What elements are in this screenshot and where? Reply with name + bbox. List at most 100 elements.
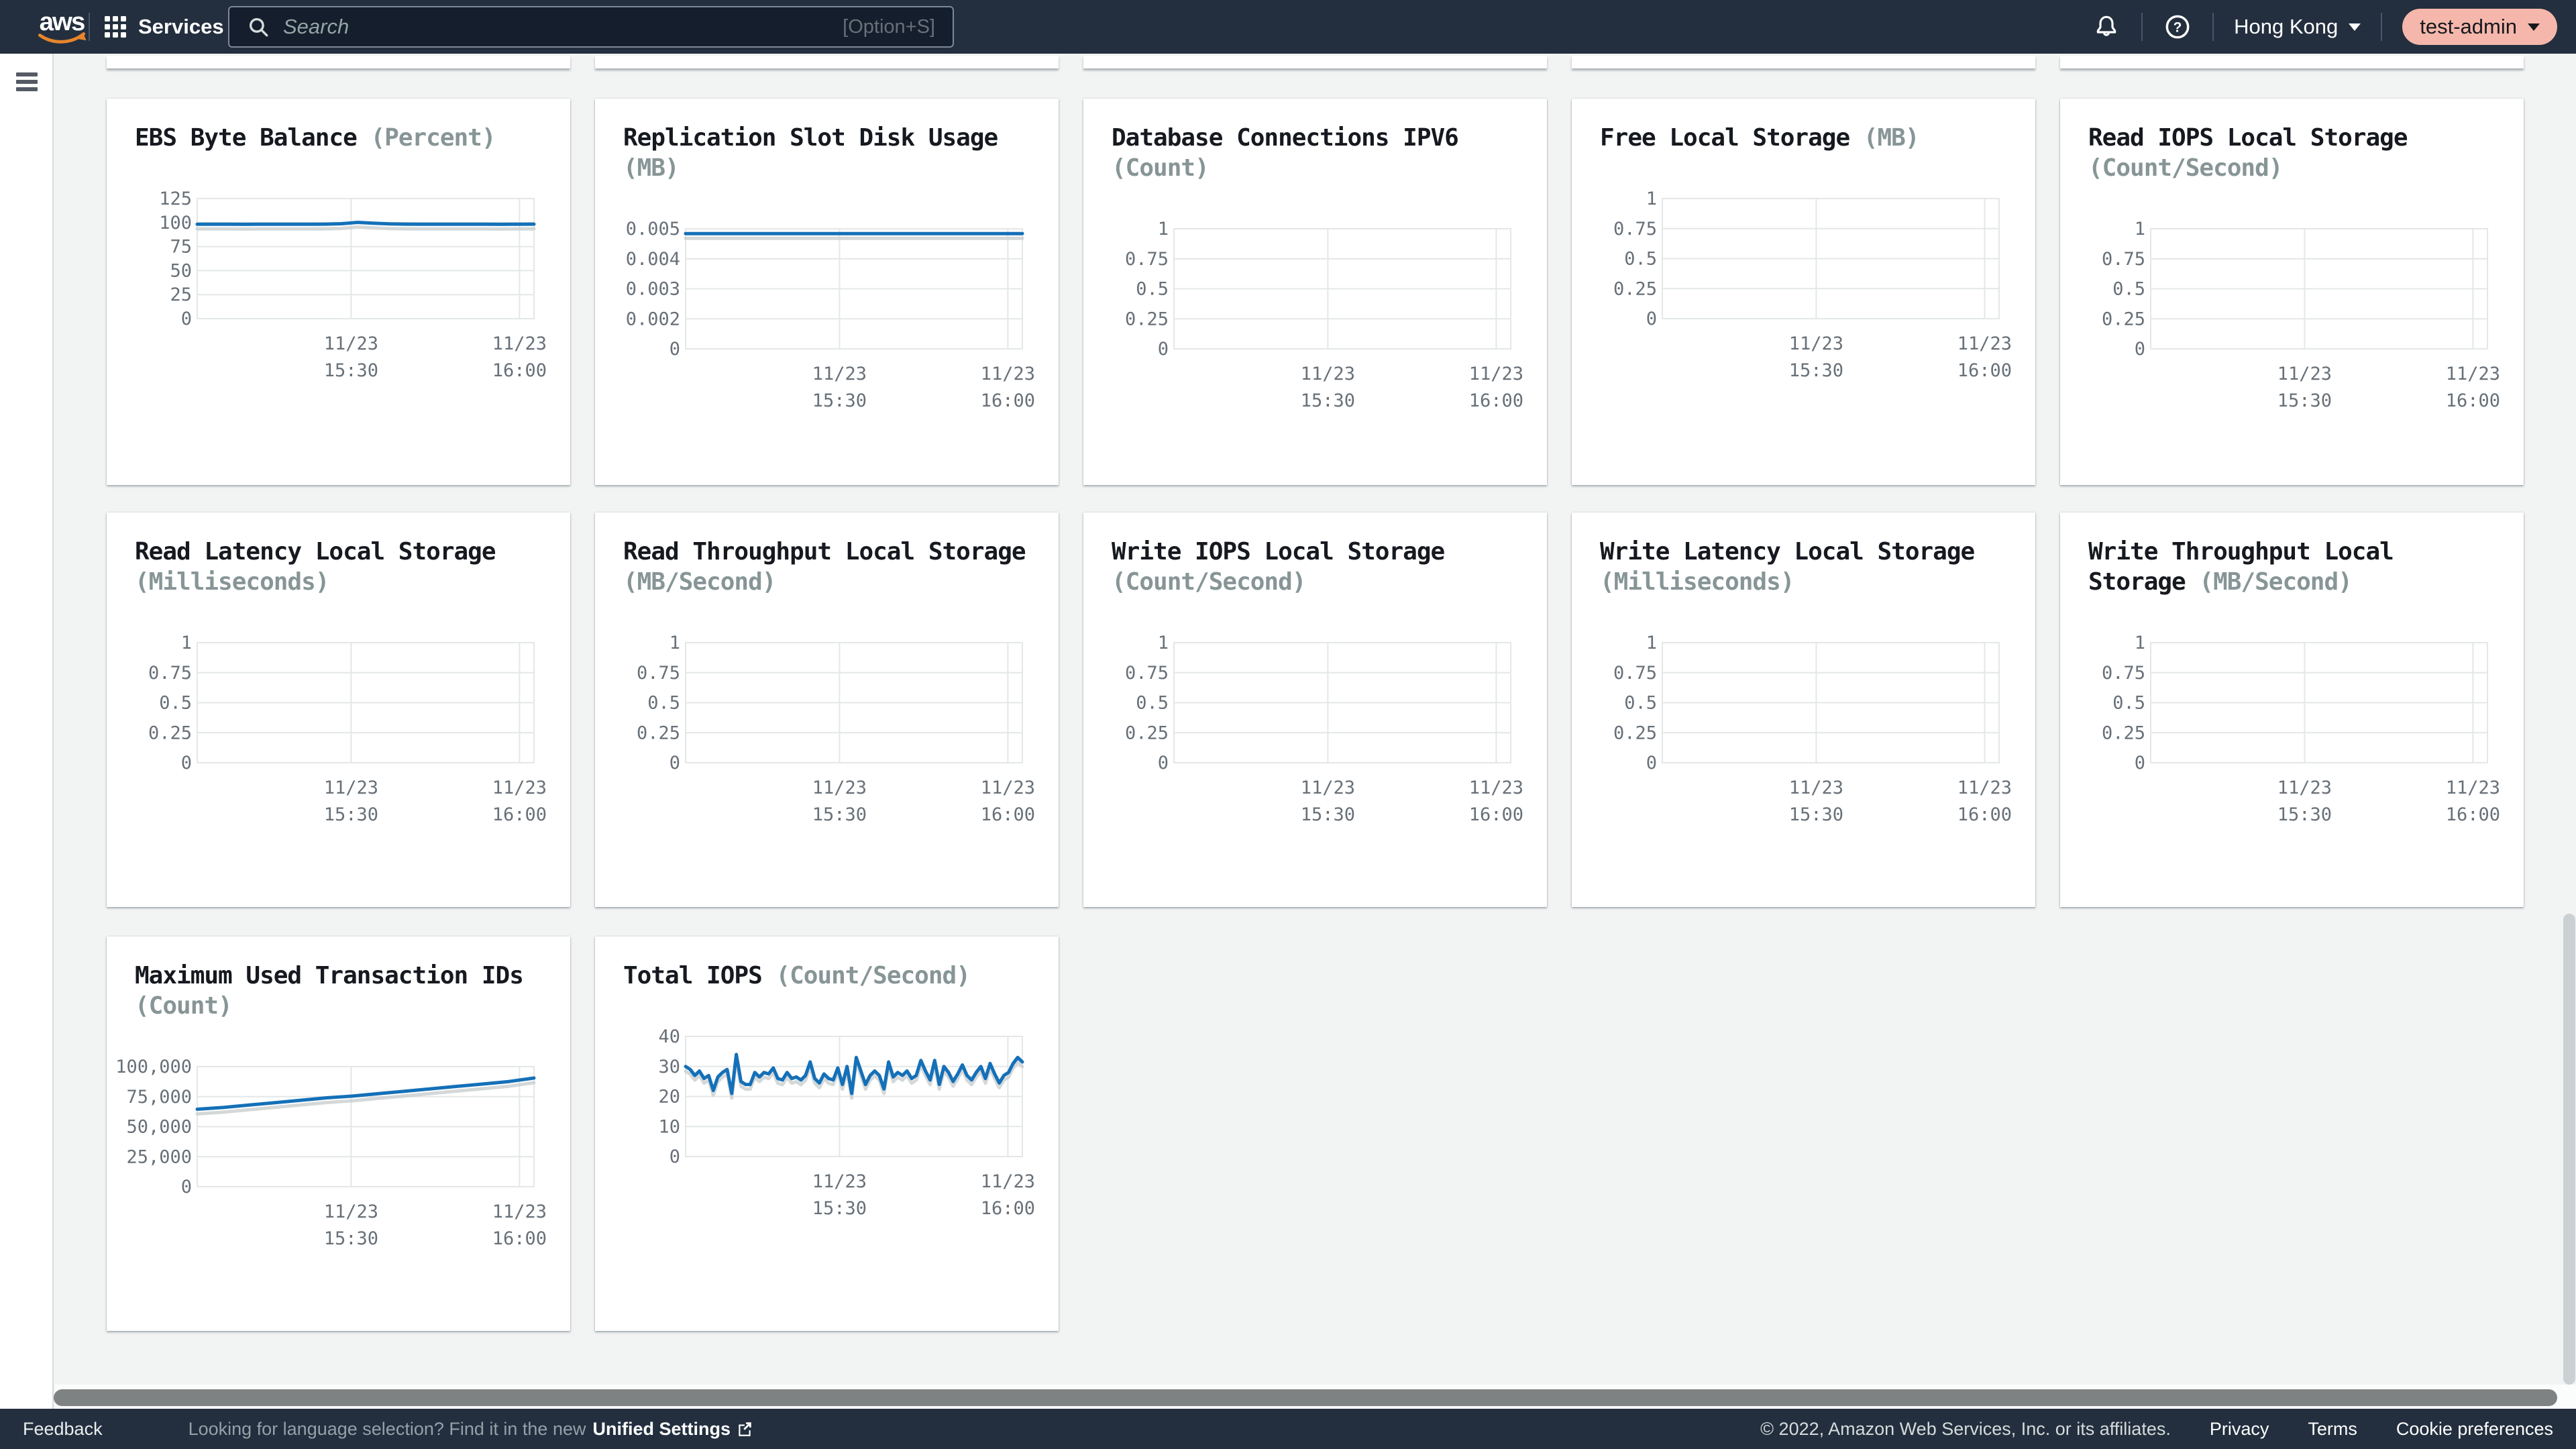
y-axis-tick: 75 <box>170 237 192 258</box>
y-axis-tick: 0.5 <box>2112 279 2145 300</box>
metric-card: EBS Byte Balance (Percent) 125 100 75 50 25 0 1… <box>107 99 570 485</box>
y-axis-tick: 0.002 <box>626 309 680 329</box>
chevron-down-icon <box>2528 23 2540 31</box>
x-axis-tick: 16:00 <box>492 804 547 825</box>
metric-title: Write Latency Local Storage (Millisecond… <box>1600 538 1975 596</box>
x-axis-tick: 16:00 <box>2446 390 2500 411</box>
copyright-text: © 2022, Amazon Web Services, Inc. or its… <box>1760 1418 2171 1439</box>
metric-chart[interactable]: 1 0.75 0.5 0.25 0 11/23 15:30 11/23 16:00 <box>623 633 1035 835</box>
chart-row: EBS Byte Balance (Percent) 125 100 75 50 25 0 1… <box>107 99 2524 485</box>
region-label: Hong Kong <box>2234 15 2339 38</box>
feedback-link[interactable]: Feedback <box>23 1418 103 1439</box>
y-axis-tick: 0.003 <box>626 279 680 300</box>
console-footer: Feedback Looking for language selection?… <box>0 1409 2576 1449</box>
x-axis-tick: 11/23 <box>492 1201 547 1222</box>
metric-chart[interactable]: 1 0.75 0.5 0.25 0 11/23 15:30 11/23 16:00 <box>2088 219 2500 421</box>
y-axis-tick: 0.25 <box>1613 722 1657 743</box>
x-axis-tick: 11/23 <box>1301 777 1355 798</box>
partial-cards-row <box>107 56 2524 68</box>
x-axis-tick: 11/23 <box>981 1171 1035 1192</box>
x-axis-tick: 16:00 <box>981 804 1035 825</box>
metric-title: Database Connections IPV6 (Count) <box>1112 124 1459 182</box>
x-axis-tick: 16:00 <box>1469 390 1523 411</box>
global-search-box[interactable]: [Option+S] <box>228 6 954 48</box>
metric-chart[interactable]: 1 0.75 0.5 0.25 0 11/23 15:30 11/23 16:00 <box>135 633 547 835</box>
metric-card: Read Latency Local Storage (Milliseconds… <box>107 513 570 907</box>
metric-title: Read Throughput Local Storage (MB/Second… <box>623 538 1026 596</box>
metric-card: Maximum Used Transaction IDs (Count) 100,… <box>107 936 570 1331</box>
y-axis-tick: 0 <box>669 339 680 360</box>
series-line <box>195 221 536 226</box>
privacy-link[interactable]: Privacy <box>2209 1418 2269 1439</box>
y-axis-tick: 0.5 <box>159 693 192 714</box>
metric-card: Read Throughput Local Storage (MB/Second… <box>595 513 1059 907</box>
metric-chart[interactable]: 100,000 75,000 50,000 25,000 0 11/23 15:30 11/2… <box>115 1057 547 1258</box>
y-axis-tick: 0 <box>2135 753 2145 773</box>
x-axis-tick: 11/23 <box>812 1171 867 1192</box>
y-axis-tick: 10 <box>658 1116 680 1137</box>
region-selector[interactable]: Hong Kong <box>2234 15 2361 39</box>
metric-chart[interactable]: 0.005 0.004 0.003 0.002 0 11/23 15:30 11/23 16:0… <box>623 219 1035 421</box>
y-axis-tick: 125 <box>159 189 192 209</box>
metric-chart[interactable]: 1 0.75 0.5 0.25 0 11/23 15:30 11/23 16:00 <box>2088 633 2500 835</box>
metric-title: Write IOPS Local Storage (Count/Second) <box>1112 538 1445 596</box>
y-axis-tick: 0 <box>1646 753 1657 773</box>
metric-chart[interactable]: 40 30 20 10 0 11/23 15:30 11/23 16:00 <box>623 1026 1035 1228</box>
x-axis-tick: 11/23 <box>2446 364 2500 384</box>
notifications-bell-button[interactable] <box>2092 12 2121 42</box>
y-axis-tick: 0.25 <box>1125 309 1169 329</box>
y-axis-tick: 0.75 <box>1613 219 1657 239</box>
metric-card: Write Latency Local Storage (Millisecond… <box>1572 513 2035 907</box>
chevron-down-icon <box>2349 23 2361 31</box>
series-line-shadow <box>195 1081 536 1116</box>
aws-logo[interactable]: aws <box>30 7 94 47</box>
metric-title: Read IOPS Local Storage (Count/Second) <box>2088 124 2408 182</box>
series-line <box>195 1076 536 1111</box>
services-grid-icon <box>105 16 126 38</box>
metric-chart[interactable]: 1 0.75 0.5 0.25 0 11/23 15:30 11/23 16:00 <box>1112 633 1523 835</box>
metric-chart[interactable]: 1 0.75 0.5 0.25 0 11/23 15:30 11/23 16:00 <box>1112 219 1523 421</box>
x-axis-tick: 15:30 <box>1301 390 1355 411</box>
chart-row: Maximum Used Transaction IDs (Count) 100,… <box>107 936 1059 1331</box>
help-button[interactable]: ? <box>2163 12 2192 42</box>
search-shortcut-hint: [Option+S] <box>843 15 935 38</box>
metrics-dashboard: EBS Byte Balance (Percent) 125 100 75 50 25 0 1… <box>55 54 2576 1409</box>
search-input[interactable] <box>283 15 830 39</box>
partial-metric-card <box>595 56 1059 68</box>
topbar-divider <box>2141 13 2143 41</box>
x-axis-tick: 11/23 <box>1789 333 1843 354</box>
services-menu-button[interactable]: Services <box>105 0 224 54</box>
terms-link[interactable]: Terms <box>2308 1418 2357 1439</box>
x-axis-tick: 16:00 <box>981 1198 1035 1219</box>
metric-title: Free Local Storage (MB) <box>1600 124 1920 152</box>
x-axis-tick: 11/23 <box>2277 777 2332 798</box>
y-axis-tick: 50,000 <box>126 1117 192 1138</box>
y-axis-tick: 0.5 <box>2112 693 2145 714</box>
x-axis-tick: 15:30 <box>324 1228 378 1249</box>
horizontal-scrollbar-thumb[interactable] <box>54 1389 2557 1406</box>
account-menu-button[interactable]: test-admin <box>2402 9 2557 45</box>
hamburger-menu-button[interactable] <box>16 72 38 91</box>
y-axis-tick: 0.75 <box>2102 249 2145 270</box>
y-axis-tick: 0.5 <box>1136 693 1169 714</box>
y-axis-tick: 0 <box>2135 339 2145 360</box>
partial-metric-card <box>1083 56 1547 68</box>
partial-metric-card <box>107 56 570 68</box>
metric-chart[interactable]: 1 0.75 0.5 0.25 0 11/23 15:30 11/23 16:00 <box>1600 633 2012 835</box>
partial-metric-card <box>1572 56 2035 68</box>
unified-settings-link[interactable]: Unified Settings <box>592 1419 753 1440</box>
x-axis-tick: 11/23 <box>324 333 378 354</box>
cookie-preferences-link[interactable]: Cookie preferences <box>2396 1418 2553 1439</box>
x-axis-tick: 11/23 <box>2446 777 2500 798</box>
x-axis-tick: 16:00 <box>2446 804 2500 825</box>
vertical-scrollbar-thumb[interactable] <box>2563 914 2575 1385</box>
x-axis-tick: 11/23 <box>1469 364 1523 384</box>
y-axis-tick: 0 <box>669 753 680 773</box>
metric-title: Read Latency Local Storage (Milliseconds… <box>135 538 496 596</box>
y-axis-tick: 1 <box>1158 633 1169 653</box>
metric-chart[interactable]: 1 0.75 0.5 0.25 0 11/23 15:30 11/23 16:00 <box>1600 189 2012 390</box>
y-axis-tick: 30 <box>658 1057 680 1077</box>
y-axis-tick: 0 <box>669 1146 680 1167</box>
y-axis-tick: 1 <box>1646 633 1657 653</box>
